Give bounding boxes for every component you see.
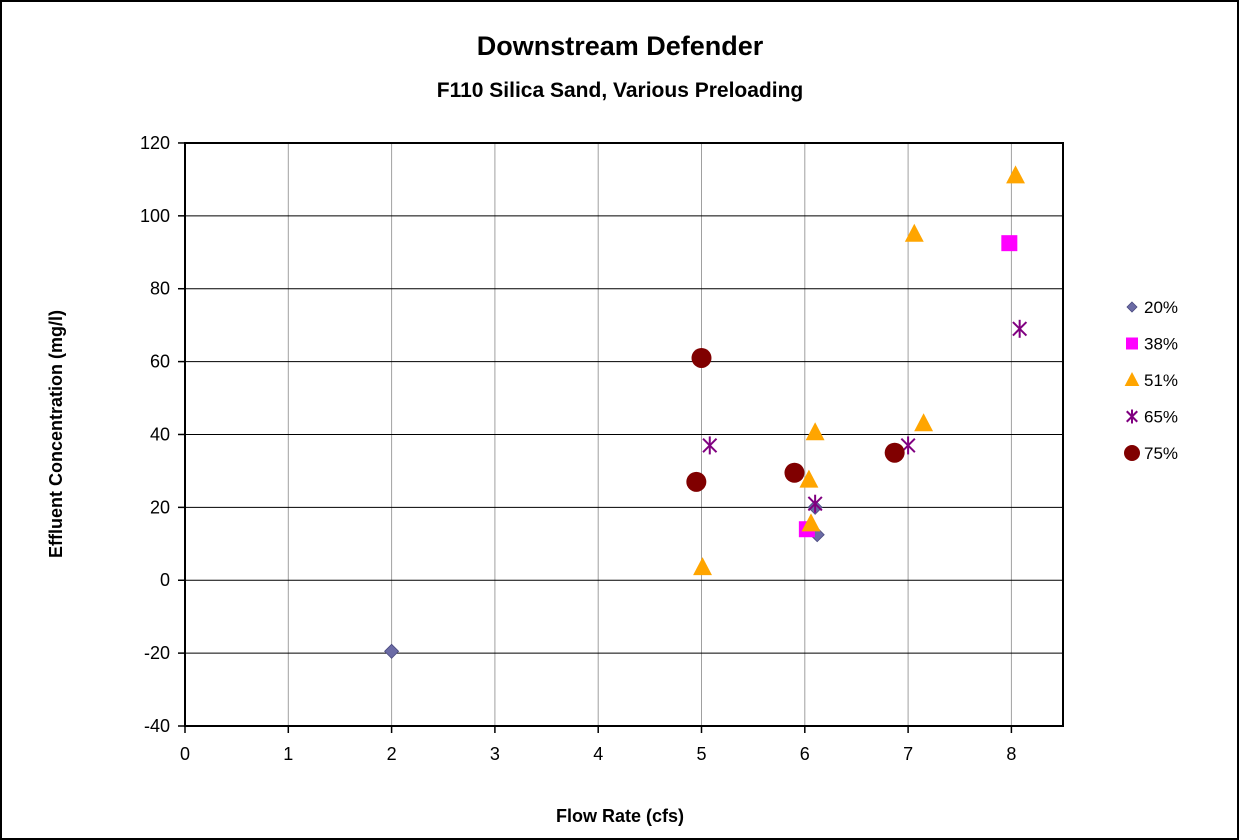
x-tick-label: 1 xyxy=(283,744,293,764)
data-point xyxy=(691,347,712,368)
y-tick-label: 100 xyxy=(140,206,170,226)
x-tick-label: 4 xyxy=(593,744,603,764)
legend-marker xyxy=(1124,371,1140,386)
data-point xyxy=(805,422,825,441)
legend-label: 51% xyxy=(1144,371,1178,390)
data-point xyxy=(1006,165,1025,184)
data-point xyxy=(384,643,400,659)
x-tick-label: 7 xyxy=(903,744,913,764)
legend: 20% 38% 51% 65% 75% xyxy=(1124,298,1178,463)
legend-marker xyxy=(1126,409,1138,424)
x-tick-label: 8 xyxy=(1006,744,1016,764)
legend-label: 38% xyxy=(1144,335,1178,354)
y-tick-label: 40 xyxy=(150,424,170,444)
data-point xyxy=(693,557,712,576)
legend-marker xyxy=(1124,445,1140,461)
data-point xyxy=(686,471,707,492)
x-tick-label: 2 xyxy=(387,744,397,764)
data-point xyxy=(1012,319,1028,338)
y-tick-label: 120 xyxy=(140,133,170,153)
chart-title: Downstream Defender xyxy=(477,31,764,61)
legend-marker xyxy=(1126,337,1138,350)
y-tick-label: 0 xyxy=(160,570,170,590)
data-point xyxy=(807,494,823,513)
axis-ticks: 0 1 2 3 4 5 6 7 8 -40 -20 0 20 40 60 80 100 120 xyxy=(140,133,1016,764)
data-point xyxy=(884,442,905,463)
grid-lines xyxy=(185,143,1063,726)
data-point xyxy=(904,223,924,242)
x-tick-label: 6 xyxy=(800,744,810,764)
legend-marker xyxy=(1126,301,1138,313)
y-tick-label: 80 xyxy=(150,279,170,299)
data-point xyxy=(914,413,934,432)
data-point xyxy=(702,436,718,455)
x-axis-label: Flow Rate (cfs) xyxy=(556,806,684,826)
y-tick-label: 20 xyxy=(150,497,170,517)
x-tick-label: 0 xyxy=(180,744,190,764)
y-axis-label: Effluent Concentration (mg/l) xyxy=(46,310,66,558)
legend-label: 65% xyxy=(1144,408,1178,427)
chart-subtitle: F110 Silica Sand, Various Preloading xyxy=(437,79,803,102)
y-tick-label: -20 xyxy=(144,643,170,663)
data-point xyxy=(784,462,805,483)
data-point xyxy=(799,469,819,488)
data-points xyxy=(384,165,1028,659)
legend-label: 20% xyxy=(1144,298,1178,317)
y-tick-label: -40 xyxy=(144,716,170,736)
data-point xyxy=(801,513,821,532)
legend-label: 75% xyxy=(1144,444,1178,463)
x-tick-label: 5 xyxy=(696,744,706,764)
y-tick-label: 60 xyxy=(150,352,170,372)
data-point xyxy=(1001,235,1018,252)
x-tick-label: 3 xyxy=(490,744,500,764)
